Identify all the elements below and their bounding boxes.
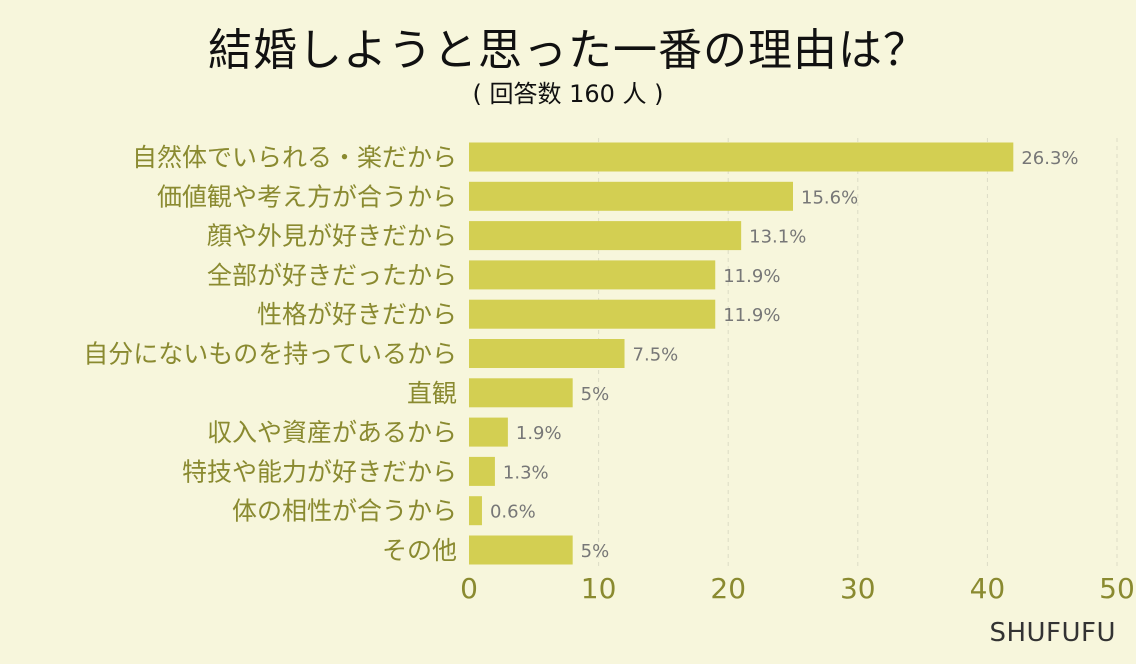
bar — [469, 260, 716, 290]
data-label: 5% — [581, 541, 610, 562]
text-layer: 0 10 20 30 40 50 自然体でいられる・楽だから 26.3% 価値観や考え方が合うか… — [83, 143, 1135, 605]
category-label: 価値観や考え方が合うから — [157, 182, 457, 211]
x-tick-label: 20 — [710, 572, 746, 605]
bar — [469, 378, 573, 408]
data-label: 5% — [581, 384, 610, 405]
bar — [469, 221, 742, 251]
category-label: 性格が好きだから — [257, 300, 457, 329]
x-tick-label: 50 — [1099, 572, 1135, 605]
category-label: 特技や能力が好きだから — [182, 457, 457, 486]
data-label: 13.1% — [749, 227, 806, 248]
category-label: 自分にないものを持っているから — [83, 340, 457, 369]
bar — [469, 299, 716, 329]
chart-subtitle: ( 回答数 160 人 ) — [472, 80, 664, 108]
bar — [469, 456, 495, 486]
bar — [469, 339, 625, 368]
category-label: その他 — [382, 536, 457, 565]
data-label: 1.3% — [503, 462, 549, 483]
bar — [469, 417, 508, 447]
category-label: 顔や外見が好きだから — [207, 222, 457, 251]
data-label: 1.9% — [516, 423, 562, 444]
data-label: 15.6% — [801, 187, 858, 208]
data-label: 11.9% — [723, 266, 780, 287]
category-label: 直観 — [407, 379, 457, 408]
data-label: 11.9% — [723, 305, 780, 326]
x-tick-label: 10 — [581, 572, 617, 605]
bar — [469, 142, 1014, 172]
data-label: 0.6% — [490, 502, 536, 523]
chart-title: 結婚しようと思った一番の理由は？ — [208, 25, 928, 76]
bar-layer — [469, 142, 1014, 565]
bar — [469, 496, 482, 526]
x-tick-label: 40 — [970, 572, 1006, 605]
bar — [469, 181, 793, 211]
watermark-logo: SHUFUFU — [989, 618, 1116, 648]
category-label: 自然体でいられる・楽だから — [132, 143, 457, 172]
data-label: 26.3% — [1021, 148, 1078, 169]
x-tick-label: 0 — [460, 572, 478, 605]
bar — [469, 535, 573, 565]
category-label: 全部が好きだったから — [207, 261, 457, 290]
category-label: 体の相性が合うから — [232, 497, 457, 526]
data-label: 7.5% — [633, 345, 679, 366]
category-label: 収入や資産があるから — [207, 418, 457, 447]
x-tick-label: 30 — [840, 572, 876, 605]
